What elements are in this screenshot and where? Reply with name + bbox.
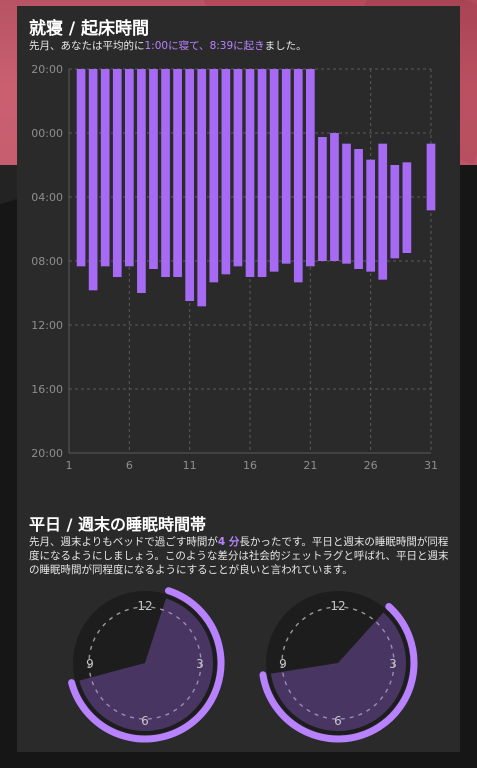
summary-bedtime: 1:00に寝て、 [144,40,210,52]
summary-suffix: ました。 [264,40,307,52]
sleep-window-wedge [79,598,214,731]
sleep-bar [269,69,279,272]
sleep-window-wedge [270,612,406,731]
x-tick-label: 1 [66,459,73,472]
dial-label-12: 12 [330,599,345,613]
sleep-bar [330,133,339,261]
sleep-bar [293,69,303,283]
dial-label-6: 6 [141,714,149,728]
weekend-sleep-dial: 12 3 6 9 [253,578,423,748]
y-tick-label: 16:00 [31,383,63,396]
dial-label-12: 12 [137,599,152,613]
summary-prefix: 先月、あなたは平均的に [29,40,145,52]
sleep-bar [378,143,388,280]
sleep-window-description: 先月、週末よりもベッドで過ごす時間が4 分長かったです。平日と週末の睡眠時間が同… [29,535,453,577]
sleep-bar [185,69,195,301]
dial-face [73,591,217,735]
x-tick-label: 31 [424,459,438,472]
y-tick-label: 00:00 [31,127,63,140]
sleep-bar [112,69,122,277]
sleep-window-arc [68,587,225,743]
sleep-bar [402,162,412,253]
sleep-bar [233,69,243,267]
dial-dashed-ring [281,606,395,720]
sleep-window-section-title: 平日 / 週末の睡眠時間帯 [29,515,206,534]
dial-label-9: 9 [86,657,94,671]
sleep-bar [137,69,146,293]
sleep-bar [209,69,219,283]
x-tick-label: 6 [126,459,133,472]
sleep-bar [257,69,267,277]
dial-dashed-ring [88,606,202,720]
bedtime-section-title: 就寝 / 起床時間 [29,19,150,39]
dial-label-6: 6 [334,714,342,728]
description-text-2: 長かったです。平日と週末の睡眠時間が同程度になるようにしましょう。このような差分… [29,536,449,576]
sleep-bar [245,69,255,277]
sleep-bar [305,69,315,267]
bedtime-summary: 先月、あなたは平均的に1:00に寝て、8:39に起きました。 [29,38,307,53]
dial-label-3: 3 [389,657,397,671]
sleep-bar [197,69,207,307]
sleep-bar [100,69,110,267]
y-tick-label: 12:00 [31,319,63,332]
y-tick-label: 20:00 [31,447,63,460]
dial-face [266,591,410,735]
sleep-bar [161,69,170,277]
x-tick-label: 16 [243,459,257,472]
summary-wake: 8:39に起き [209,40,265,52]
difference-value: 4 分 [217,536,240,548]
y-tick-label: 04:00 [31,191,63,204]
sleep-bar [342,143,351,264]
sleep-bar [366,159,376,272]
sleep-bar [173,69,182,277]
sleep-bar [354,149,363,269]
x-tick-label: 26 [364,459,378,472]
dial-label-9: 9 [279,657,287,671]
sleep-bar [426,143,436,211]
sleep-bar [149,69,158,269]
sleep-bar [221,69,231,275]
x-tick-label: 21 [303,459,317,472]
weekday-sleep-dial: 12 3 6 9 [60,578,230,748]
description-text-1: 先月、週末よりもベッドで過ごす時間が [29,536,218,548]
y-tick-label: 08:00 [31,255,63,268]
sleep-bar [124,69,134,267]
sleep-bar [318,137,327,261]
report-card: 就寝 / 起床時間 先月、あなたは平均的に1:00に寝て、8:39に起きました。… [17,6,460,752]
sleep-bar [390,165,400,259]
sleep-bar [281,69,291,264]
sleep-bar [88,69,98,291]
dial-label-3: 3 [196,657,204,671]
sleep-window-arc [259,603,418,743]
y-tick-label: 20:00 [31,63,63,76]
x-tick-label: 11 [183,459,197,472]
sleep-bar [76,69,86,267]
